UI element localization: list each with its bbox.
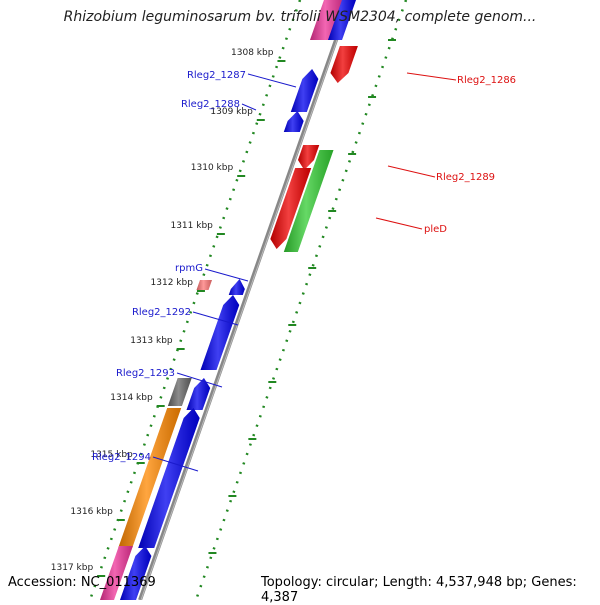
gene-blue-bottom <box>120 546 152 600</box>
inner-dotted-track <box>88 0 302 600</box>
gene-labels: Rleg2_1286 Rleg2_1287 Rleg2_1288 Rleg2_1289… <box>92 70 516 472</box>
gene-rleg2-1292-shade <box>200 295 240 370</box>
gene-label: Rleg2_1286 <box>457 75 516 86</box>
gene-label: Rleg2_1293 <box>116 368 175 379</box>
gene-rpmg-shade <box>228 279 245 295</box>
gene-blue-long-shade <box>138 408 200 548</box>
topology-text: Topology: circular; Length: 4,537,948 bp… <box>261 575 577 605</box>
gene-red-small <box>298 145 320 170</box>
ruler-tick-label: 1317 kbp <box>51 563 94 573</box>
ruler-tick-label: 1309 kbp <box>210 107 253 117</box>
gene-label: Rleg2_1289 <box>436 172 495 183</box>
feature-track <box>100 0 358 600</box>
ruler-tick-label: 1311 kbp <box>170 221 213 231</box>
gene-rleg2-1288 <box>283 111 304 132</box>
gene-rleg2-1293-gray <box>167 378 192 406</box>
map-title: Rhizobium leguminosarum bv. trifolii WSM… <box>63 9 537 25</box>
gene-blue-1293 <box>186 378 211 410</box>
gene-plede-green-shade <box>283 150 334 252</box>
gene-label: pleD <box>424 224 447 235</box>
gene-label-leader <box>406 72 457 81</box>
backbone-highlight <box>140 0 352 600</box>
gene-label-leader <box>192 311 239 326</box>
gene-label-leader <box>387 165 436 178</box>
accession-text: Accession: NC_011369 <box>8 575 156 590</box>
gene-label: Rleg2_1294 <box>92 452 151 463</box>
ruler-tick-label: 1313 kbp <box>130 336 173 346</box>
gene-blue-bottom-shade <box>120 546 152 600</box>
gene-label: Rleg2_1288 <box>181 99 240 110</box>
ruler-tick-label: 1315 kbp <box>90 450 133 460</box>
gene-rleg2-1287-shade <box>290 69 319 112</box>
tick-track <box>88 0 408 600</box>
ruler-tick-label: 1308 kbp <box>231 48 274 58</box>
gene-rleg2-1289-red-shade <box>270 168 312 249</box>
ruler-tick-label: 1310 kbp <box>191 163 234 173</box>
gene-magenta-bottom-shade <box>100 546 133 600</box>
gene-blue-long <box>138 408 200 548</box>
gene-rleg2-1286 <box>330 46 358 83</box>
gene-label: rpmG <box>175 263 203 274</box>
gene-rleg2-1292 <box>200 295 240 370</box>
ruler-tick-label: 1312 kbp <box>151 278 194 288</box>
ruler: 1308 kbp 1309 kbp 1310 kbp 1311 kbp 1312 kbp… <box>51 48 286 577</box>
gene-red-small-shade <box>298 145 320 170</box>
gene-rleg2-1294-orange <box>118 408 182 548</box>
gene-label-leader <box>152 456 199 472</box>
gene-pink-small <box>196 280 212 290</box>
gene-label-leader <box>247 73 297 88</box>
gene-label: Rleg2_1292 <box>132 307 191 318</box>
gene-plede-green <box>283 150 334 252</box>
gene-label-leader <box>176 372 223 388</box>
gene-blue-top-shade <box>328 0 356 40</box>
gene-label-leader <box>375 217 423 230</box>
backbone <box>138 0 352 600</box>
gene-rleg2-1294-orange-shade <box>118 408 182 548</box>
gene-label-leader <box>204 268 249 282</box>
gene-blue-1293-shade <box>186 378 211 410</box>
ruler-tick-label: 1316 kbp <box>70 507 113 517</box>
ruler-tick-label: 1314 kbp <box>110 393 153 403</box>
gene-magenta-bottom <box>100 546 133 600</box>
gene-label: Rleg2_1287 <box>187 70 246 81</box>
gene-rleg2-1293-gray-shade <box>167 378 192 406</box>
gene-label-leader <box>241 103 257 111</box>
gene-magenta-top-shade <box>310 0 344 40</box>
gene-rleg2-1286-shade <box>330 46 358 83</box>
gene-rpmg <box>228 279 245 295</box>
gene-rleg2-1288-shade <box>283 111 304 132</box>
gene-rleg2-1289-red <box>270 168 312 249</box>
gene-blue-top <box>328 0 356 40</box>
backbone-line <box>138 0 352 600</box>
gene-pink-small-shade <box>196 280 212 290</box>
gene-magenta-top <box>310 0 344 40</box>
gene-rleg2-1287 <box>290 69 319 112</box>
